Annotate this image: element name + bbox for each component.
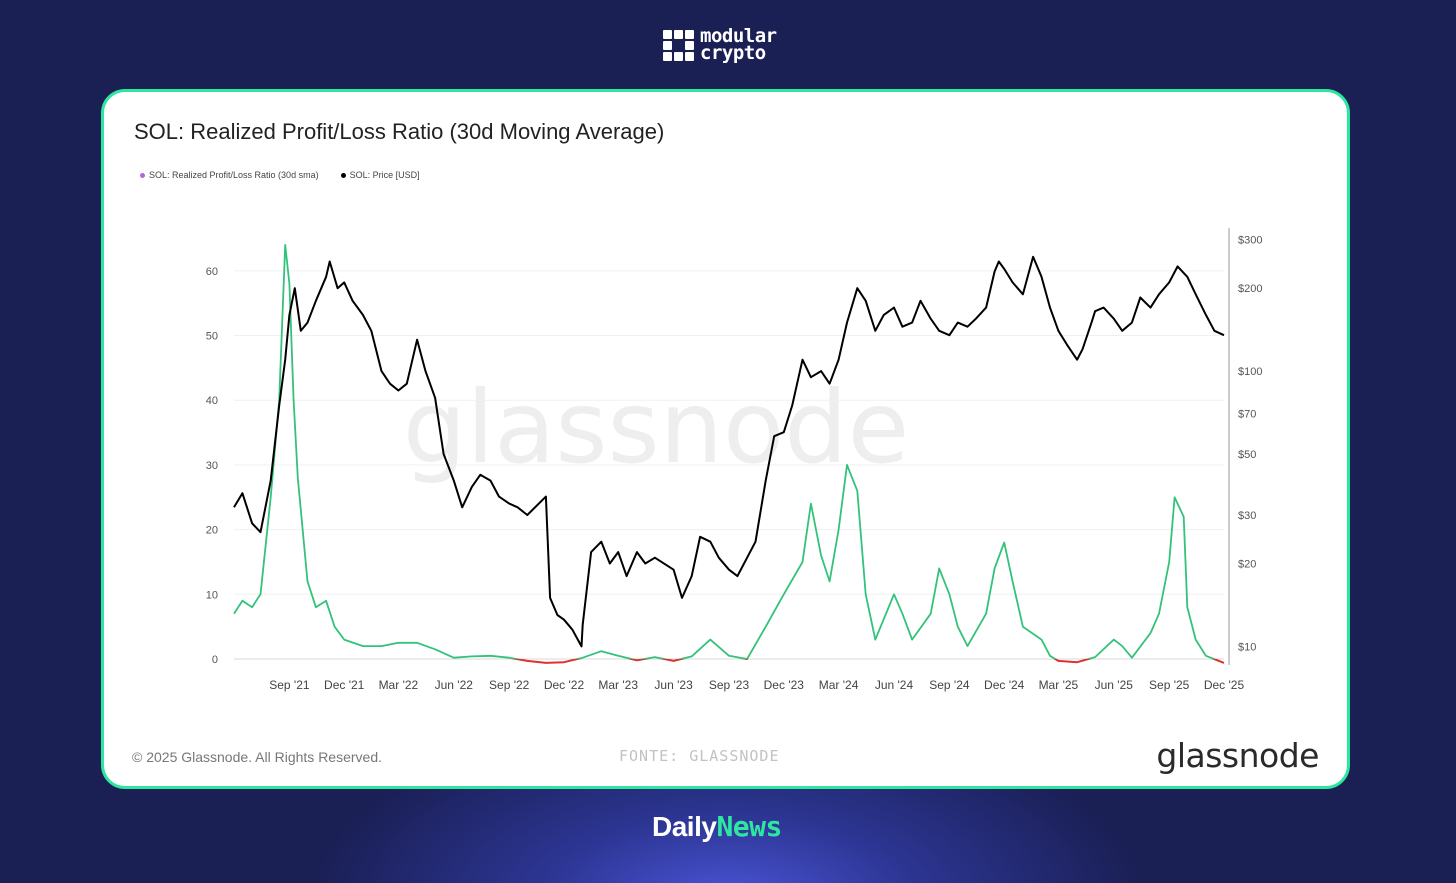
daily-news-part1: Daily xyxy=(652,811,717,842)
chart-title: SOL: Realized Profit/Loss Ratio (30d Mov… xyxy=(134,119,665,144)
glassnode-logo: glassnode xyxy=(1156,736,1319,775)
x-tick-label: Dec '23 xyxy=(764,678,805,692)
brand-name: modular crypto xyxy=(700,25,777,64)
legend-dot-ratio xyxy=(140,172,145,178)
x-tick-label: Sep '23 xyxy=(709,678,750,692)
x-tick-label: Dec '22 xyxy=(544,678,585,692)
x-tick-label: Sep '21 xyxy=(269,678,310,692)
chart-legend: SOL: Realized Profit/Loss Ratio (30d sma… xyxy=(140,170,420,180)
y-left-tick-label: 20 xyxy=(206,525,218,537)
x-tick-label: Dec '25 xyxy=(1204,678,1245,692)
y-right-tick-label: $30 xyxy=(1238,510,1256,522)
x-axis: Sep '21 Dec '21 Mar '22 Jun '22 Sep '22 Dec '… xyxy=(269,678,1244,692)
y-right-tick-label: $70 xyxy=(1238,409,1256,421)
x-tick-label: Mar '22 xyxy=(379,678,419,692)
x-tick-label: Sep '24 xyxy=(929,678,970,692)
y-right-tick-label: $10 xyxy=(1238,641,1256,653)
modular-crypto-grid-icon xyxy=(663,29,694,61)
x-tick-label: Jun '25 xyxy=(1095,678,1134,692)
y-left-tick-label: 10 xyxy=(206,589,218,601)
y-left-tick-label: 0 xyxy=(212,654,218,666)
legend-item-ratio: SOL: Realized Profit/Loss Ratio (30d sma… xyxy=(140,170,319,180)
brand-name-line2: crypto xyxy=(700,42,766,64)
copyright-text: © 2025 Glassnode. All Rights Reserved. xyxy=(132,749,383,765)
y-right-tick-label: $300 xyxy=(1238,235,1262,247)
y-left-tick-label: 60 xyxy=(206,266,218,278)
daily-news-logo: DailyNews xyxy=(652,810,782,843)
y-right-tick-label: $200 xyxy=(1238,283,1262,295)
daily-news-part2: News xyxy=(716,810,782,843)
legend-dot-price xyxy=(340,172,346,178)
y-right-tick-label: $100 xyxy=(1238,366,1262,378)
y-axis-left: 0 10 20 30 40 50 60 xyxy=(206,266,218,666)
ratio-line-profit xyxy=(233,244,1217,659)
chart-grid xyxy=(234,270,1224,660)
ratio-line-loss xyxy=(510,659,1225,664)
source-text: FONTE: GLASSNODE xyxy=(619,747,780,765)
x-tick-label: Dec '24 xyxy=(984,678,1025,692)
x-tick-label: Sep '22 xyxy=(489,678,530,692)
legend-label-price: SOL: Price [USD] xyxy=(349,170,420,180)
brand-name-line1: modular xyxy=(700,25,777,47)
chart-series xyxy=(233,244,1225,664)
x-tick-label: Mar '23 xyxy=(598,678,638,692)
chart-card: SOL: Realized Profit/Loss Ratio (30d Mov… xyxy=(101,89,1350,789)
y-left-tick-label: 30 xyxy=(206,460,218,472)
y-right-tick-label: $20 xyxy=(1238,559,1256,571)
x-tick-label: Dec '21 xyxy=(324,678,365,692)
y-left-tick-label: 40 xyxy=(206,395,218,407)
y-right-tick-label: $50 xyxy=(1238,449,1256,461)
x-tick-label: Jun '22 xyxy=(435,678,474,692)
legend-label-ratio: SOL: Realized Profit/Loss Ratio (30d sma… xyxy=(149,170,319,180)
x-tick-label: Jun '24 xyxy=(875,678,914,692)
y-left-tick-label: 50 xyxy=(206,331,218,343)
y-axis-right: $10 $20 $30 $50 $70 $100 $200 $300 xyxy=(1228,228,1262,665)
glassnode-watermark: glassnode xyxy=(403,369,909,486)
x-tick-label: Mar '25 xyxy=(1039,678,1079,692)
x-tick-label: Sep '25 xyxy=(1149,678,1190,692)
price-line xyxy=(233,255,1225,648)
modular-crypto-logo: modular crypto xyxy=(663,27,777,63)
x-tick-label: Mar '24 xyxy=(819,678,859,692)
legend-item-price: SOL: Price [USD] xyxy=(340,170,420,180)
x-tick-label: Jun '23 xyxy=(654,678,693,692)
